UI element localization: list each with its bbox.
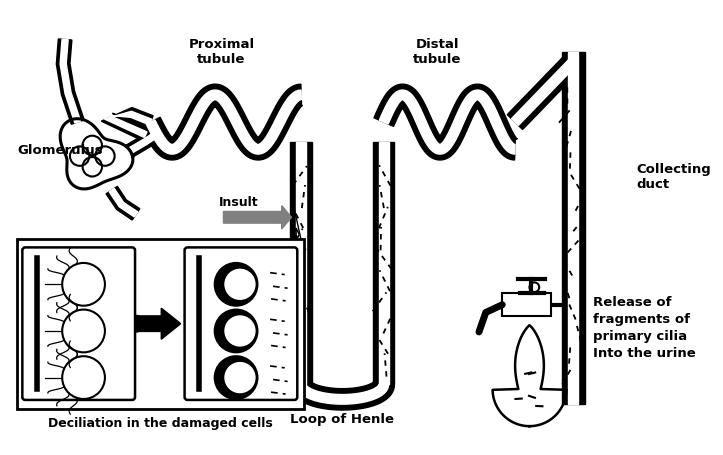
Text: Proximal
tubule: Proximal tubule xyxy=(189,37,254,66)
Polygon shape xyxy=(60,40,81,124)
Bar xyxy=(502,293,551,317)
Circle shape xyxy=(215,263,257,306)
Polygon shape xyxy=(109,189,137,217)
Polygon shape xyxy=(146,91,301,155)
Polygon shape xyxy=(380,91,515,155)
Polygon shape xyxy=(379,142,388,384)
Circle shape xyxy=(225,316,255,346)
FancyBboxPatch shape xyxy=(22,248,135,400)
Text: Collecting
duct: Collecting duct xyxy=(636,162,711,190)
Polygon shape xyxy=(104,112,152,138)
Text: Glomerulus: Glomerulus xyxy=(17,143,103,157)
Polygon shape xyxy=(562,53,585,404)
Polygon shape xyxy=(106,187,140,221)
Polygon shape xyxy=(296,384,388,404)
Polygon shape xyxy=(223,206,291,229)
Polygon shape xyxy=(126,127,164,158)
Circle shape xyxy=(215,356,257,399)
Circle shape xyxy=(215,310,257,353)
Circle shape xyxy=(225,363,255,393)
Polygon shape xyxy=(128,130,162,155)
Text: Loop of Henle: Loop of Henle xyxy=(290,412,394,425)
Polygon shape xyxy=(101,108,153,142)
Polygon shape xyxy=(568,53,578,404)
Bar xyxy=(17,239,304,409)
Circle shape xyxy=(225,270,255,300)
FancyBboxPatch shape xyxy=(184,248,297,400)
Polygon shape xyxy=(291,142,312,384)
Polygon shape xyxy=(56,40,84,125)
Text: Release of
fragments of
primary cilia
Into the urine: Release of fragments of primary cilia In… xyxy=(593,295,696,359)
Text: Distal
tubule: Distal tubule xyxy=(413,37,461,66)
Polygon shape xyxy=(291,382,395,410)
Polygon shape xyxy=(141,85,302,161)
Polygon shape xyxy=(373,142,395,384)
Text: Deciliation in the damaged cells: Deciliation in the damaged cells xyxy=(48,416,273,430)
Polygon shape xyxy=(136,308,181,339)
Polygon shape xyxy=(296,142,306,384)
Text: Insult: Insult xyxy=(218,195,258,208)
Polygon shape xyxy=(511,59,577,126)
Polygon shape xyxy=(374,85,518,161)
Polygon shape xyxy=(508,56,581,130)
